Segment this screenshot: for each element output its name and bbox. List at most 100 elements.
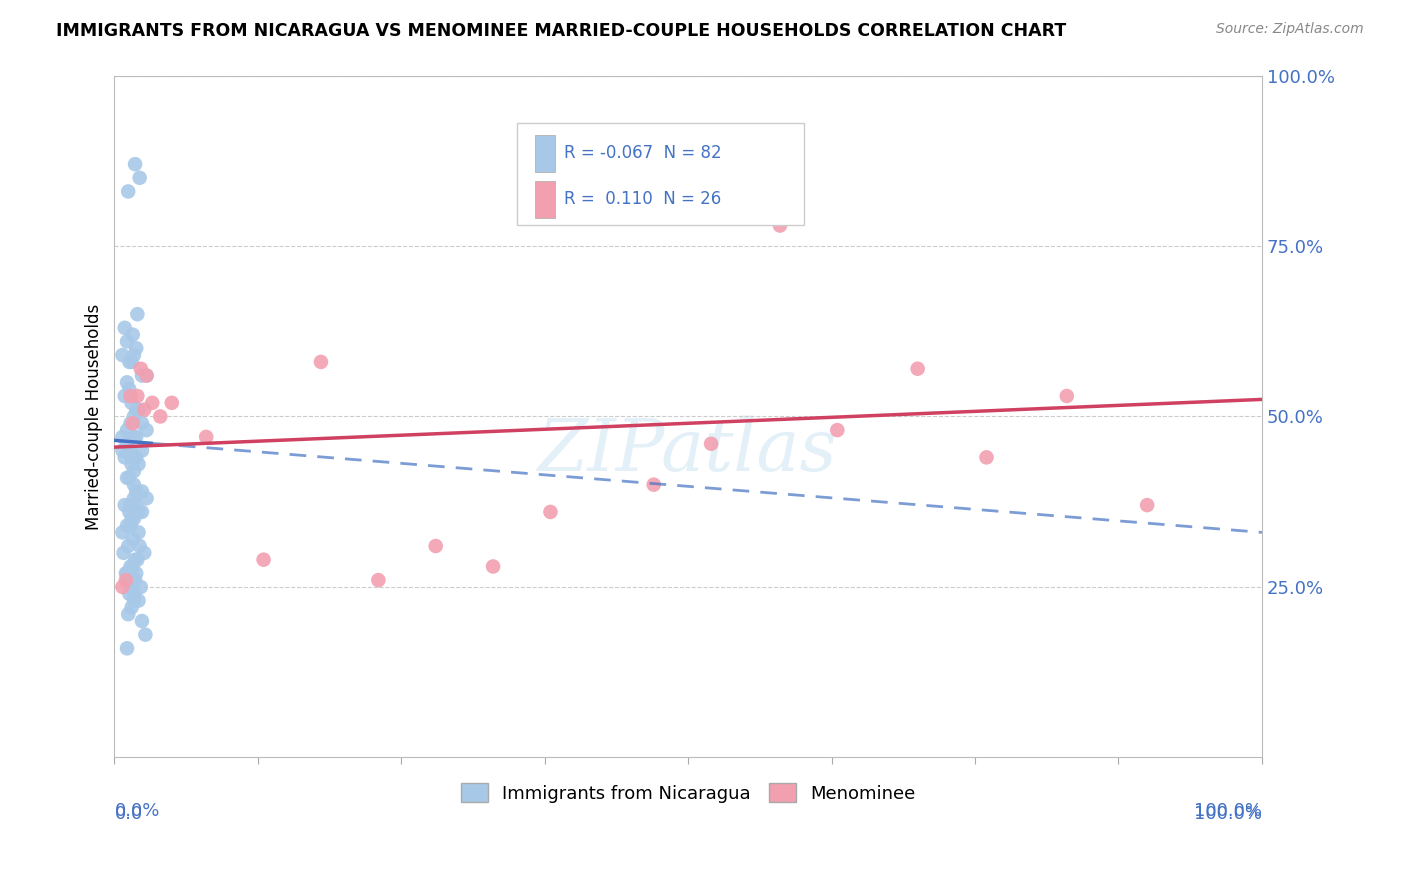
Text: 100.0%: 100.0% bbox=[1194, 805, 1263, 823]
Point bbox=[643, 477, 665, 491]
Point bbox=[120, 559, 142, 574]
Point bbox=[482, 559, 505, 574]
Point bbox=[1056, 389, 1078, 403]
Point bbox=[115, 376, 138, 390]
Point bbox=[115, 423, 138, 437]
Legend: Immigrants from Nicaragua, Menominee: Immigrants from Nicaragua, Menominee bbox=[454, 776, 922, 810]
Point bbox=[121, 600, 143, 615]
Point bbox=[121, 573, 143, 587]
Point bbox=[125, 341, 148, 355]
Point bbox=[118, 382, 141, 396]
Point bbox=[121, 532, 143, 546]
Point bbox=[128, 505, 150, 519]
Point bbox=[127, 552, 149, 566]
Point bbox=[120, 498, 142, 512]
Text: R = -0.067  N = 82: R = -0.067 N = 82 bbox=[564, 145, 721, 162]
Point bbox=[124, 573, 146, 587]
Point bbox=[112, 546, 135, 560]
Point bbox=[160, 396, 183, 410]
Point bbox=[118, 355, 141, 369]
Point bbox=[120, 518, 142, 533]
Point bbox=[141, 396, 163, 410]
Point bbox=[111, 430, 134, 444]
Text: R =  0.110  N = 26: R = 0.110 N = 26 bbox=[564, 190, 721, 209]
Point bbox=[131, 505, 153, 519]
Point bbox=[121, 355, 143, 369]
Point bbox=[122, 348, 145, 362]
Point bbox=[111, 443, 134, 458]
Point bbox=[127, 389, 149, 403]
Point bbox=[118, 443, 141, 458]
Point bbox=[122, 464, 145, 478]
Point bbox=[149, 409, 172, 424]
Point bbox=[118, 505, 141, 519]
Text: IMMIGRANTS FROM NICARAGUA VS MENOMINEE MARRIED-COUPLE HOUSEHOLDS CORRELATION CHA: IMMIGRANTS FROM NICARAGUA VS MENOMINEE M… bbox=[56, 22, 1067, 40]
Point bbox=[122, 512, 145, 526]
Point bbox=[114, 498, 136, 512]
Point bbox=[120, 443, 142, 458]
Point bbox=[131, 368, 153, 383]
Point bbox=[129, 580, 152, 594]
Point bbox=[118, 471, 141, 485]
Point bbox=[121, 457, 143, 471]
Point bbox=[127, 307, 149, 321]
Point bbox=[115, 518, 138, 533]
Point bbox=[125, 498, 148, 512]
Point bbox=[1136, 498, 1159, 512]
Point bbox=[134, 546, 156, 560]
Point bbox=[115, 641, 138, 656]
Point bbox=[115, 566, 138, 581]
Point bbox=[121, 450, 143, 465]
Point bbox=[115, 566, 138, 581]
Point bbox=[122, 409, 145, 424]
Point bbox=[115, 471, 138, 485]
Point bbox=[114, 321, 136, 335]
Point bbox=[135, 423, 157, 437]
Text: 100.0%: 100.0% bbox=[1194, 802, 1263, 820]
Point bbox=[121, 417, 143, 431]
Point bbox=[122, 491, 145, 506]
Point bbox=[122, 593, 145, 607]
Point bbox=[134, 402, 156, 417]
Point bbox=[114, 450, 136, 465]
Point bbox=[118, 587, 141, 601]
Point bbox=[121, 327, 143, 342]
Point bbox=[128, 539, 150, 553]
Point bbox=[309, 355, 332, 369]
Text: 0.0%: 0.0% bbox=[114, 802, 160, 820]
Point bbox=[111, 525, 134, 540]
Point bbox=[252, 552, 274, 566]
Point bbox=[111, 348, 134, 362]
Point bbox=[125, 566, 148, 581]
Point bbox=[121, 396, 143, 410]
Point bbox=[117, 607, 139, 622]
Point bbox=[122, 477, 145, 491]
Point bbox=[117, 185, 139, 199]
Point bbox=[114, 389, 136, 403]
Point bbox=[120, 417, 142, 431]
Point bbox=[700, 436, 723, 450]
Point bbox=[125, 430, 148, 444]
Point bbox=[125, 484, 148, 499]
Point bbox=[115, 573, 138, 587]
Point bbox=[135, 368, 157, 383]
Point bbox=[115, 334, 138, 349]
Point bbox=[124, 157, 146, 171]
Point bbox=[907, 361, 929, 376]
Text: 0.0: 0.0 bbox=[114, 805, 142, 823]
Point bbox=[131, 614, 153, 628]
Point bbox=[128, 402, 150, 417]
Text: Source: ZipAtlas.com: Source: ZipAtlas.com bbox=[1216, 22, 1364, 37]
Point bbox=[125, 402, 148, 417]
Point bbox=[425, 539, 447, 553]
Point bbox=[120, 389, 142, 403]
Point bbox=[131, 417, 153, 431]
Point bbox=[122, 587, 145, 601]
Point bbox=[128, 170, 150, 185]
Point bbox=[134, 628, 156, 642]
Point bbox=[195, 430, 218, 444]
Point bbox=[131, 443, 153, 458]
Point bbox=[769, 219, 792, 233]
Point bbox=[135, 491, 157, 506]
Point bbox=[367, 573, 389, 587]
